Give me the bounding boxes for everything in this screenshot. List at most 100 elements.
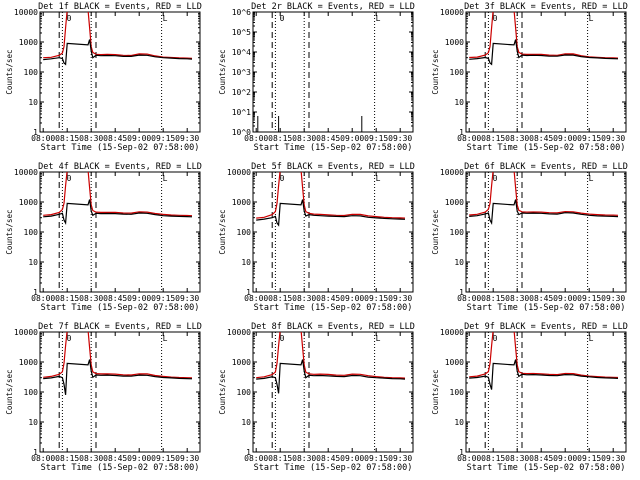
series-events [256, 359, 406, 394]
y-tick-label: 100 [450, 68, 465, 77]
y-tick-label: 1000 [19, 198, 38, 207]
y-tick-label: 100 [24, 68, 39, 77]
y-tick-label: 10 [454, 258, 464, 267]
y-tick-label: 100 [450, 388, 465, 397]
x-tick-label: 09:00 [127, 134, 151, 143]
x-tick-label: 08:30 [505, 134, 529, 143]
x-tick-label: 08:45 [103, 134, 127, 143]
x-tick-label: 09:00 [553, 294, 577, 303]
x-axis-label: Start Time (15-Sep-02 07:58:00) [41, 463, 200, 473]
x-tick-label: 08:45 [529, 294, 553, 303]
x-tick-label: 08:30 [505, 294, 529, 303]
y-tick-label: 10 [454, 98, 464, 107]
y-tick-label: 1 [246, 448, 251, 457]
y-tick-label: 10^5 [232, 28, 251, 37]
series-events [43, 359, 193, 395]
series-events [43, 199, 193, 226]
marker-label: 0 [493, 14, 498, 23]
series-events [469, 359, 619, 390]
marker-label: 0 [280, 174, 285, 183]
x-axis-label: Start Time (15-Sep-02 07:58:00) [254, 303, 413, 313]
marker-label: L [163, 14, 168, 23]
panel-title: Det 6f BLACK = Events, RED = LLD [464, 162, 628, 172]
x-tick-label: 08:00 [457, 294, 481, 303]
y-axis-label: Counts/sec [5, 49, 14, 94]
panel-title: Det 9f BLACK = Events, RED = LLD [464, 322, 628, 332]
y-axis-label: Counts/sec [431, 209, 440, 254]
x-tick-label: 09:00 [127, 454, 151, 463]
y-axis-label: Counts/sec [218, 49, 227, 94]
x-tick-label: 08:45 [316, 134, 340, 143]
marker-label: 0 [67, 14, 72, 23]
y-tick-label: 1 [459, 128, 464, 137]
x-tick-label: 08:00 [457, 454, 481, 463]
x-axis-label: Start Time (15-Sep-02 07:58:00) [254, 463, 413, 473]
y-tick-label: 10000 [440, 8, 464, 17]
marker-label: L [589, 14, 594, 23]
x-tick-label: 09:15 [364, 454, 388, 463]
y-tick-label: 1000 [232, 358, 251, 367]
y-tick-label: 10000 [227, 168, 251, 177]
y-tick-label: 100 [24, 388, 39, 397]
x-tick-label: 08:30 [79, 294, 103, 303]
y-tick-label: 10000 [227, 328, 251, 337]
y-tick-label: 10^1 [232, 108, 251, 117]
x-tick-label: 08:15 [55, 294, 79, 303]
y-tick-label: 10000 [440, 328, 464, 337]
panel-title: Det 1f BLACK = Events, RED = LLD [38, 2, 202, 12]
marker-label: 0 [493, 334, 498, 343]
x-axis-label: Start Time (15-Sep-02 07:58:00) [467, 303, 626, 313]
panel-det6f: Det 6f BLACK = Events, RED = LLD 1 10 100 10… [431, 162, 628, 313]
y-tick-label: 1 [246, 288, 251, 297]
x-tick-label: 08:00 [31, 134, 55, 143]
x-tick-label: 08:15 [55, 134, 79, 143]
panel-title: Det 7f BLACK = Events, RED = LLD [38, 322, 202, 332]
y-tick-label: 1000 [445, 198, 464, 207]
x-tick-label: 09:15 [151, 134, 175, 143]
x-tick-label: 09:30 [388, 134, 412, 143]
x-tick-label: 08:45 [103, 294, 127, 303]
x-tick-label: 08:30 [292, 134, 316, 143]
y-tick-label: 1000 [445, 38, 464, 47]
y-tick-label: 10 [28, 258, 38, 267]
marker-label: 0 [67, 334, 72, 343]
x-tick-label: 08:00 [244, 454, 268, 463]
series-events [256, 199, 406, 227]
x-tick-label: 09:30 [601, 294, 625, 303]
x-tick-label: 09:15 [577, 134, 601, 143]
series-events [469, 39, 619, 66]
x-tick-label: 08:45 [316, 294, 340, 303]
panel-title: Det 2r BLACK = Events, RED = LLD [251, 2, 415, 12]
x-tick-label: 09:15 [364, 134, 388, 143]
y-tick-label: 1 [33, 448, 38, 457]
x-tick-label: 09:15 [577, 454, 601, 463]
x-axis-label: Start Time (15-Sep-02 07:58:00) [254, 143, 413, 153]
x-axis-label: Start Time (15-Sep-02 07:58:00) [41, 303, 200, 313]
marker-label: L [163, 174, 168, 183]
x-tick-label: 08:45 [103, 454, 127, 463]
x-tick-label: 09:00 [340, 294, 364, 303]
x-tick-label: 09:30 [388, 454, 412, 463]
panel-det3f: Det 3f BLACK = Events, RED = LLD 1 10 100 10… [431, 2, 628, 153]
marker-label: L [376, 334, 381, 343]
marker-label: L [589, 334, 594, 343]
panel-det5f: Det 5f BLACK = Events, RED = LLD 1 10 100 10… [218, 162, 415, 313]
y-tick-label: 10^3 [232, 68, 251, 77]
x-tick-label: 09:15 [151, 294, 175, 303]
y-tick-label: 10 [241, 418, 251, 427]
marker-label: 0 [280, 334, 285, 343]
x-tick-label: 08:30 [79, 454, 103, 463]
marker-label: L [589, 174, 594, 183]
x-tick-label: 09:30 [388, 294, 412, 303]
y-tick-label: 10 [28, 98, 38, 107]
x-tick-label: 09:30 [601, 454, 625, 463]
panel-title: Det 3f BLACK = Events, RED = LLD [464, 2, 628, 12]
panel-det8f: Det 8f BLACK = Events, RED = LLD 1 10 100 10… [218, 322, 415, 473]
panel-det1f: Det 1f BLACK = Events, RED = LLD 1 10 100 10… [5, 2, 202, 153]
y-tick-label: 1 [459, 448, 464, 457]
series-events [43, 39, 193, 66]
y-tick-label: 1 [459, 288, 464, 297]
x-tick-label: 08:00 [31, 454, 55, 463]
marker-label: L [376, 14, 381, 23]
